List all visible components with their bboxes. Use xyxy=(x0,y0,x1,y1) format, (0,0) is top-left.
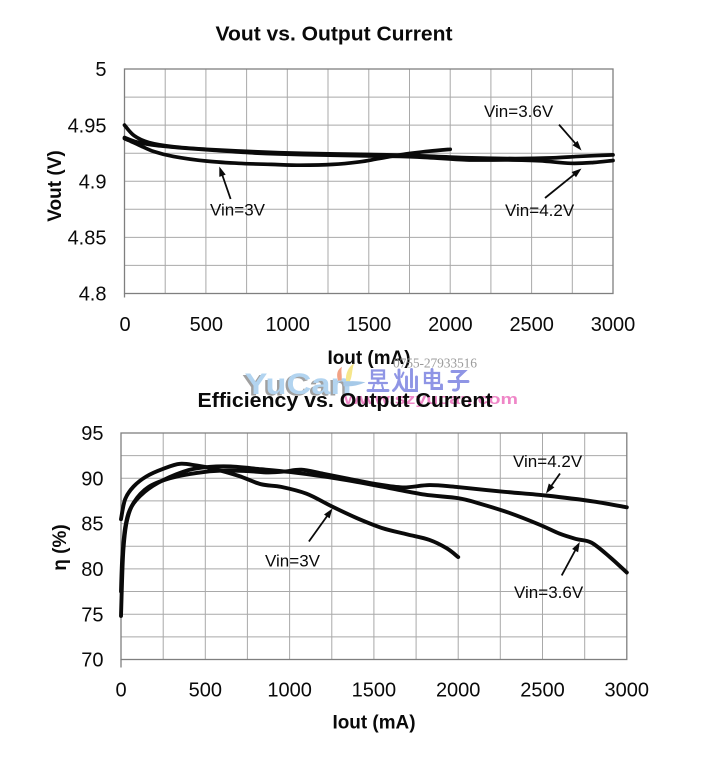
svg-text:Vout vs. Output Current: Vout vs. Output Current xyxy=(216,24,453,46)
svg-text:Vin=3.6V: Vin=3.6V xyxy=(484,102,554,121)
svg-text:95: 95 xyxy=(81,423,103,445)
svg-text:1000: 1000 xyxy=(265,314,310,336)
svg-text:Vin=4.2V: Vin=4.2V xyxy=(513,452,583,471)
svg-text:YuCan: YuCan xyxy=(245,368,352,401)
svg-text:85: 85 xyxy=(81,514,103,536)
svg-text:Efficiency vs. Output Current: Efficiency vs. Output Current xyxy=(198,390,493,412)
svg-text:0755-27933516: 0755-27933516 xyxy=(393,356,477,371)
svg-text:500: 500 xyxy=(190,314,223,336)
svg-text:1500: 1500 xyxy=(352,680,397,702)
svg-text:4.95: 4.95 xyxy=(68,115,107,137)
svg-text:Vin=4.2V: Vin=4.2V xyxy=(505,201,575,220)
svg-text:Vin=3.6V: Vin=3.6V xyxy=(514,583,584,602)
svg-text:Iout (mA): Iout (mA) xyxy=(333,713,416,734)
svg-text:80: 80 xyxy=(81,559,103,581)
svg-text:0: 0 xyxy=(119,314,130,336)
svg-text:4.8: 4.8 xyxy=(79,284,107,306)
svg-text:4.85: 4.85 xyxy=(68,228,107,250)
svg-text:3000: 3000 xyxy=(605,680,650,702)
svg-text:Vin=3V: Vin=3V xyxy=(265,552,321,571)
svg-text:5: 5 xyxy=(95,59,106,81)
svg-text:η (%): η (%) xyxy=(50,524,71,570)
svg-text:75: 75 xyxy=(81,604,103,626)
svg-text:4.9: 4.9 xyxy=(79,171,107,193)
svg-text:www.szyucan.com: www.szyucan.com xyxy=(343,391,518,408)
svg-text:1500: 1500 xyxy=(347,314,392,336)
svg-text:3000: 3000 xyxy=(591,314,636,336)
svg-text:500: 500 xyxy=(189,680,222,702)
svg-text:0: 0 xyxy=(115,680,126,702)
svg-text:YuCan: YuCan xyxy=(242,370,349,403)
svg-text:Vin=3V: Vin=3V xyxy=(210,201,266,220)
svg-text:2500: 2500 xyxy=(509,314,554,336)
svg-text:2000: 2000 xyxy=(428,314,473,336)
svg-text:70: 70 xyxy=(81,650,103,672)
svg-text:90: 90 xyxy=(81,469,103,491)
svg-text:1000: 1000 xyxy=(267,680,312,702)
svg-text:Vout (V): Vout (V) xyxy=(45,150,66,221)
svg-text:2500: 2500 xyxy=(520,680,565,702)
svg-text:Iout (mA): Iout (mA) xyxy=(328,348,411,369)
svg-text:2000: 2000 xyxy=(436,680,481,702)
